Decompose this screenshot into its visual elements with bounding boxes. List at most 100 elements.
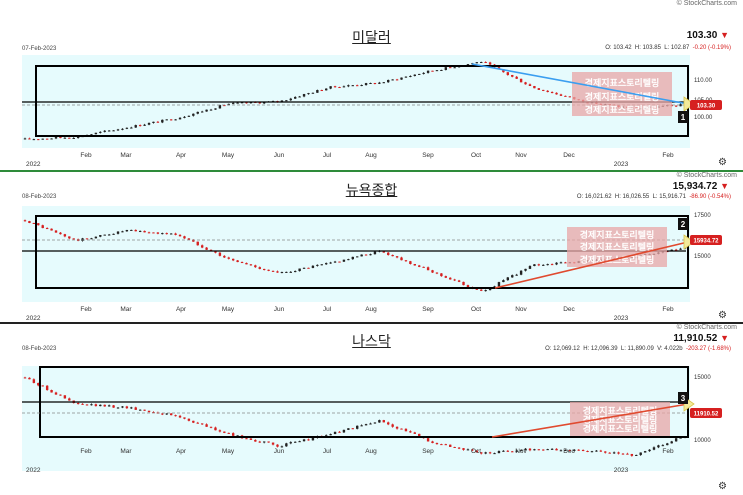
candle-body <box>68 236 71 239</box>
candle-body <box>298 441 301 443</box>
candle-body <box>138 409 142 411</box>
candle-body <box>555 92 558 95</box>
last-price: 103.30 ▼ <box>687 30 729 41</box>
candle-body <box>302 439 306 442</box>
gear-icon[interactable]: ⚙ <box>718 157 727 168</box>
candle-body <box>45 385 49 391</box>
candle-body <box>125 229 129 232</box>
candle-body <box>28 138 31 140</box>
number-badge <box>678 218 688 230</box>
year-label: 2022 <box>26 467 41 474</box>
candle-body <box>338 261 341 263</box>
candle-body <box>183 417 186 419</box>
candle-body <box>524 82 527 85</box>
candle-body <box>373 82 377 84</box>
candle-body <box>440 273 443 277</box>
chart-date: 07-Feb-2023 <box>22 46 57 52</box>
candle-body <box>143 124 146 126</box>
candle-body <box>679 104 682 107</box>
candle-body <box>85 404 89 406</box>
candle-body <box>99 404 102 407</box>
candle-body <box>231 258 235 261</box>
candle-body <box>480 289 483 291</box>
candle-body <box>652 447 656 450</box>
overlay-text: 경제지표스토리텔링 <box>583 423 658 435</box>
ohlc-readout: O: 16,021.62 H: 16,026.55 L: 15,916.71 -… <box>577 194 731 200</box>
gear-icon[interactable]: ⚙ <box>718 481 727 492</box>
candle-body <box>666 443 669 446</box>
candle-body <box>515 274 518 276</box>
last-price: 15,934.72 ▼ <box>673 181 729 192</box>
number-badge-label: 3 <box>681 394 686 403</box>
candle-body <box>391 254 394 257</box>
candle-body <box>351 428 354 430</box>
candle-body <box>435 70 439 72</box>
candle-body <box>466 285 470 287</box>
price-chart[interactable]: 경제지표스토리텔링경제지표스토리텔링경제지표스토리텔링2175001500015… <box>0 172 743 322</box>
x-tick-label: Mar <box>120 306 132 313</box>
candle-body <box>223 431 226 433</box>
last-price: 11,910.52 ▼ <box>673 333 729 344</box>
x-tick-label: Apr <box>176 306 187 313</box>
price-chart[interactable]: 경제지표스토리텔링경제지표스토리텔링경제지표스토리텔링3150001250010… <box>0 324 743 495</box>
candle-body <box>555 262 558 265</box>
candle-body <box>196 241 199 246</box>
x-tick-label: Mar <box>120 448 132 455</box>
candle-body <box>679 248 682 250</box>
x-tick-label: May <box>222 152 235 159</box>
overlay-text: 경제지표스토리텔링 <box>585 91 660 103</box>
x-tick-label: Feb <box>80 448 92 455</box>
candle-body <box>387 422 390 425</box>
candle-body <box>165 233 168 235</box>
candle-body <box>183 116 186 118</box>
candle-body <box>453 67 456 69</box>
candle-body <box>289 98 292 101</box>
x-tick-label: Oct <box>471 306 481 313</box>
candle-body <box>218 430 222 432</box>
candle-body <box>519 270 523 275</box>
candle-body <box>311 265 315 268</box>
candle-body <box>280 100 284 102</box>
down-arrow-icon: ▼ <box>720 181 729 191</box>
candle-body <box>338 87 341 89</box>
candle-body <box>174 233 177 235</box>
candle-body <box>187 238 191 240</box>
candle-body <box>85 238 89 240</box>
candle-body <box>533 85 536 89</box>
candle-body <box>178 234 182 237</box>
candle-body <box>236 102 239 104</box>
candle-body <box>418 73 421 75</box>
candle-body <box>617 452 620 454</box>
change-value: -0.20 (-0.19%) <box>692 45 731 51</box>
gear-icon[interactable]: ⚙ <box>718 310 727 321</box>
candle-body <box>475 288 479 290</box>
candle-body <box>121 128 124 130</box>
candle-body <box>156 232 160 234</box>
chart-date: 08-Feb-2023 <box>22 346 57 352</box>
candle-body <box>409 75 412 77</box>
candle-body <box>200 111 204 113</box>
candle-body <box>382 420 385 423</box>
candle-body <box>72 137 75 139</box>
candle-body <box>333 86 337 88</box>
candle-body <box>147 410 151 413</box>
candle-body <box>418 433 421 437</box>
overlay-text: 경제지표스토리텔링 <box>585 77 660 89</box>
candle-body <box>227 103 230 106</box>
candle-body <box>258 441 261 443</box>
candle-body <box>422 72 425 74</box>
candle-body <box>360 254 363 257</box>
candle-body <box>426 70 430 73</box>
candle-body <box>400 257 403 261</box>
price-chart[interactable]: 경제지표스토리텔링경제지표스토리텔링경제지표스토리텔링1110.00105.00… <box>0 0 743 170</box>
candle-body <box>307 267 310 269</box>
candle-body <box>236 260 239 263</box>
candle-body <box>674 249 678 251</box>
candle-body <box>435 272 439 274</box>
candle-body <box>192 420 195 423</box>
candle-body <box>356 425 359 429</box>
candle-body <box>316 90 319 93</box>
candle-body <box>502 450 505 452</box>
candle-body <box>413 264 416 266</box>
candle-body <box>577 449 580 451</box>
